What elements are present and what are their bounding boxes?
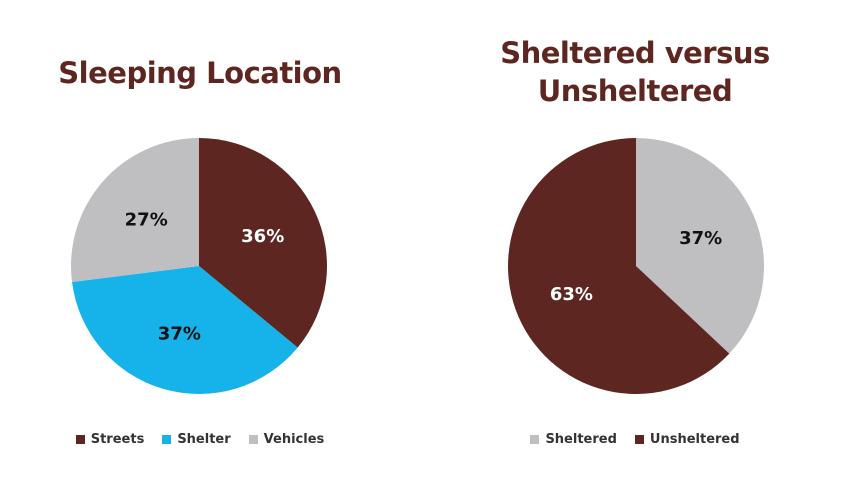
legend: Sheltered Unsheltered bbox=[420, 432, 850, 447]
sheltered-vs-unsheltered-chart: Sheltered versus Unsheltered 37% 63% Shel… bbox=[420, 0, 850, 500]
chart-title: Sheltered versus Unsheltered bbox=[500, 36, 770, 108]
legend-swatch bbox=[530, 435, 540, 444]
legend-swatch bbox=[248, 435, 258, 444]
legend-swatch bbox=[634, 435, 644, 444]
slice-label-unsheltered: 63% bbox=[550, 284, 593, 305]
pie-slice-sheltered bbox=[636, 138, 764, 354]
legend: Streets Shelter Vehicles bbox=[0, 432, 400, 447]
legend-label: Unsheltered bbox=[649, 432, 740, 447]
slice-label-streets: 36% bbox=[241, 226, 284, 247]
pie-slice-vehicles bbox=[70, 138, 199, 283]
slice-label-vehicles: 27% bbox=[125, 209, 168, 230]
legend-item-shelter: Shelter bbox=[162, 432, 231, 447]
legend-item-sheltered: Sheltered bbox=[530, 432, 617, 447]
pie-slice-streets bbox=[199, 138, 327, 348]
pie-slice-unsheltered bbox=[508, 138, 730, 394]
chart-title: Sleeping Location bbox=[58, 56, 342, 90]
legend-swatch bbox=[75, 435, 85, 444]
legend-label: Sheltered bbox=[545, 432, 617, 447]
legend-item-vehicles: Vehicles bbox=[248, 432, 325, 447]
legend-label: Shelter bbox=[177, 432, 231, 447]
legend-item-streets: Streets bbox=[75, 432, 145, 447]
pie-chart: 37% 63% bbox=[508, 138, 764, 394]
legend-label: Streets bbox=[90, 432, 145, 447]
pie-chart: 36% 37% 27% bbox=[70, 138, 327, 395]
slice-label-sheltered: 37% bbox=[679, 228, 722, 249]
legend-label: Vehicles bbox=[263, 432, 325, 447]
sleeping-location-chart: Sleeping Location 36% 37% 27% Streets Shel… bbox=[0, 0, 400, 500]
legend-item-unsheltered: Unsheltered bbox=[634, 432, 740, 447]
pie-slice-shelter bbox=[72, 266, 298, 395]
legend-swatch bbox=[162, 435, 172, 444]
slice-label-shelter: 37% bbox=[158, 324, 201, 345]
